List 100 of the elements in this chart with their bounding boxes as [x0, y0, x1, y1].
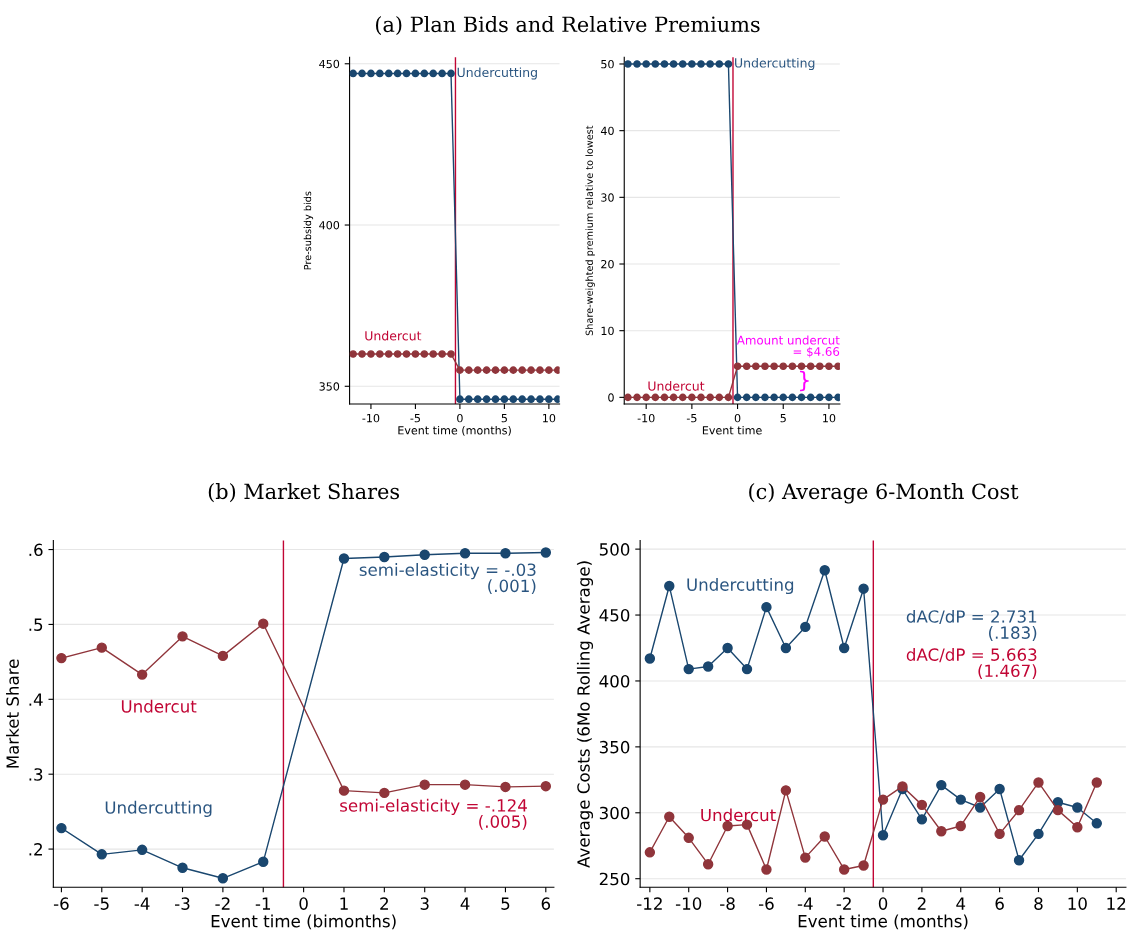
y-tick-label: 0	[608, 393, 614, 402]
point	[664, 580, 675, 592]
annotation: Amount undercut = $4.66	[736, 335, 840, 358]
point	[1072, 802, 1083, 813]
point	[722, 642, 733, 654]
annotation: semi-elasticity = -.03 (.001)	[359, 563, 536, 595]
x-tick-label: -5	[686, 414, 697, 423]
point	[536, 395, 544, 404]
x-tick-label: 8	[1034, 897, 1043, 910]
point	[1052, 804, 1064, 816]
point	[742, 393, 751, 402]
point	[402, 350, 411, 358]
point	[217, 650, 229, 662]
point	[136, 669, 148, 680]
point	[669, 393, 678, 402]
x-axis-title: Event time	[702, 425, 762, 435]
point	[624, 393, 632, 402]
point	[800, 852, 811, 863]
series-label: Undercutting	[687, 577, 794, 595]
point	[733, 362, 742, 371]
point	[258, 856, 269, 868]
point	[683, 663, 694, 675]
point	[419, 779, 430, 790]
x-tick-label: 0	[457, 413, 463, 423]
point	[761, 362, 769, 371]
y-tick-label: 450	[599, 609, 630, 622]
y-tick-label: 30	[601, 193, 614, 202]
point	[779, 362, 788, 371]
y-tick-label: 450	[319, 59, 340, 69]
point	[96, 642, 107, 653]
x-tick-label: 0	[734, 413, 741, 423]
point	[806, 362, 815, 371]
point	[788, 393, 797, 402]
point	[393, 350, 402, 358]
series-label: Undercut	[121, 699, 197, 713]
point	[420, 69, 429, 78]
point	[540, 547, 552, 558]
x-tick-label: 12	[1107, 897, 1126, 910]
x-tick-label: 2	[917, 897, 926, 910]
point	[358, 69, 366, 78]
point	[702, 858, 714, 870]
point	[706, 60, 714, 68]
point	[376, 350, 384, 358]
y-tick-label: .5	[29, 618, 43, 631]
point	[384, 69, 393, 78]
x-tick-label: -5	[410, 414, 420, 423]
point	[797, 393, 806, 402]
point	[482, 395, 491, 404]
x-tick-label: -3	[175, 897, 190, 910]
y-tick-label: .2	[29, 843, 42, 856]
y-axis-title: Share-weighted premium relative to lowest	[585, 125, 595, 336]
series-label: Undercut	[648, 381, 705, 391]
y-tick-label: 10	[601, 326, 614, 336]
point	[500, 548, 511, 559]
point	[402, 69, 411, 78]
point	[379, 551, 390, 563]
y-tick-label: 300	[599, 806, 630, 820]
y-tick-label: 400	[319, 221, 340, 230]
point	[367, 350, 375, 358]
point	[473, 366, 482, 374]
point	[633, 60, 641, 68]
x-tick-label: -10	[675, 897, 702, 910]
x-tick-label: 5	[501, 897, 510, 910]
point	[660, 60, 669, 68]
y-axis-title: Average Costs (6Mo Rolling Average)	[576, 561, 594, 868]
point	[349, 69, 357, 78]
chart-title: (a) Plan Bids and Relative Premiums	[375, 16, 760, 36]
point	[974, 802, 986, 813]
y-tick-label: 250	[599, 872, 630, 886]
point	[715, 60, 724, 68]
point	[955, 794, 966, 805]
point	[527, 366, 535, 374]
point	[420, 350, 429, 358]
point	[779, 393, 788, 402]
point	[491, 366, 500, 374]
point	[752, 393, 760, 402]
x-tick-label: 2	[380, 897, 388, 910]
x-tick-label: -12	[637, 897, 662, 910]
x-tick-label: 10	[1068, 897, 1087, 910]
point	[780, 785, 792, 796]
point	[644, 847, 656, 858]
point	[1033, 777, 1044, 788]
x-tick-label: -4	[134, 897, 150, 910]
point	[633, 393, 641, 402]
point	[518, 395, 527, 404]
point	[770, 393, 778, 402]
y-tick-label: 40	[600, 126, 614, 136]
x-tick-label: 10	[543, 413, 556, 423]
annotation: }	[800, 370, 809, 392]
point	[936, 826, 947, 837]
point	[379, 787, 390, 799]
point	[678, 60, 687, 68]
point	[459, 779, 471, 790]
y-tick-label: 500	[599, 543, 630, 556]
point	[56, 822, 67, 834]
point	[642, 60, 651, 68]
x-tick-label: -4	[797, 897, 813, 910]
x-tick-label: -6	[53, 897, 69, 910]
series-label: Undercut	[701, 808, 776, 822]
point	[660, 393, 669, 402]
